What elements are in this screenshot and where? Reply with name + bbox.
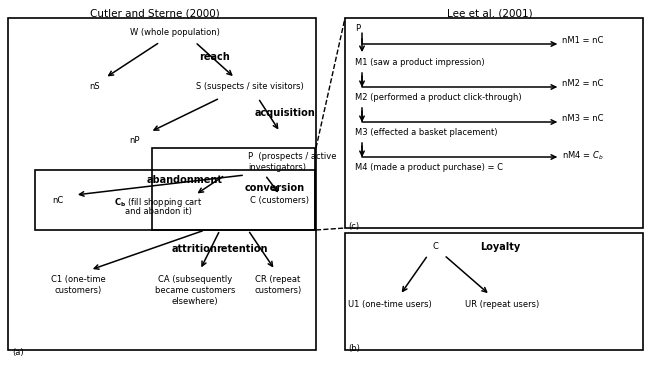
Text: (a): (a) bbox=[12, 348, 23, 357]
Text: M1 (saw a product impression): M1 (saw a product impression) bbox=[355, 58, 485, 67]
Text: customers): customers) bbox=[254, 286, 302, 295]
Text: U1 (one-time users): U1 (one-time users) bbox=[348, 300, 432, 309]
Text: acquisition: acquisition bbox=[254, 108, 315, 118]
Text: customers): customers) bbox=[55, 286, 102, 295]
Bar bbox=[152, 148, 315, 230]
Text: P  (prospects / active: P (prospects / active bbox=[248, 152, 336, 161]
Text: investigators): investigators) bbox=[248, 163, 306, 172]
Text: nS: nS bbox=[90, 82, 101, 91]
Text: abandonment: abandonment bbox=[147, 175, 223, 185]
Text: P: P bbox=[355, 24, 360, 33]
Text: nM2 = nC: nM2 = nC bbox=[562, 79, 604, 88]
Text: Cutler and Sterne (2000): Cutler and Sterne (2000) bbox=[90, 8, 220, 18]
Text: conversion: conversion bbox=[245, 183, 305, 193]
Text: Lee et al. (2001): Lee et al. (2001) bbox=[447, 8, 533, 18]
Text: became customers: became customers bbox=[155, 286, 235, 295]
Text: nM3 = nC: nM3 = nC bbox=[562, 114, 604, 123]
Text: (c): (c) bbox=[348, 222, 359, 231]
Bar bbox=[345, 18, 643, 228]
Text: $\mathbf{C_b}$ (fill shopping cart: $\mathbf{C_b}$ (fill shopping cart bbox=[114, 196, 202, 209]
Text: and abandon it): and abandon it) bbox=[125, 207, 191, 216]
Text: M4 (made a product purchase) = C: M4 (made a product purchase) = C bbox=[355, 163, 503, 172]
Text: nM4 = $C_b$: nM4 = $C_b$ bbox=[562, 149, 604, 161]
Text: S (suspects / site visitors): S (suspects / site visitors) bbox=[196, 82, 304, 91]
Text: retention: retention bbox=[217, 244, 268, 254]
Text: UR (repeat users): UR (repeat users) bbox=[465, 300, 539, 309]
Text: C: C bbox=[432, 242, 438, 251]
Text: W (whole population): W (whole population) bbox=[130, 28, 220, 37]
Text: nM1 = nC: nM1 = nC bbox=[562, 36, 604, 45]
Text: attrition: attrition bbox=[172, 244, 218, 254]
Text: C1 (one-time: C1 (one-time bbox=[51, 275, 105, 284]
Text: M3 (effected a basket placement): M3 (effected a basket placement) bbox=[355, 128, 498, 137]
Text: elsewhere): elsewhere) bbox=[172, 297, 218, 306]
Text: nC: nC bbox=[53, 196, 64, 205]
Text: reach: reach bbox=[200, 52, 230, 62]
Bar bbox=[345, 233, 643, 350]
Text: C (customers): C (customers) bbox=[251, 196, 310, 205]
Text: M2 (performed a product click-through): M2 (performed a product click-through) bbox=[355, 93, 522, 102]
Text: CA (subsequently: CA (subsequently bbox=[158, 275, 232, 284]
Bar bbox=[8, 18, 316, 350]
Text: Loyalty: Loyalty bbox=[480, 242, 520, 252]
Text: (b): (b) bbox=[348, 344, 360, 353]
Text: CR (repeat: CR (repeat bbox=[255, 275, 300, 284]
Bar bbox=[35, 170, 315, 230]
Text: nP: nP bbox=[130, 136, 140, 145]
